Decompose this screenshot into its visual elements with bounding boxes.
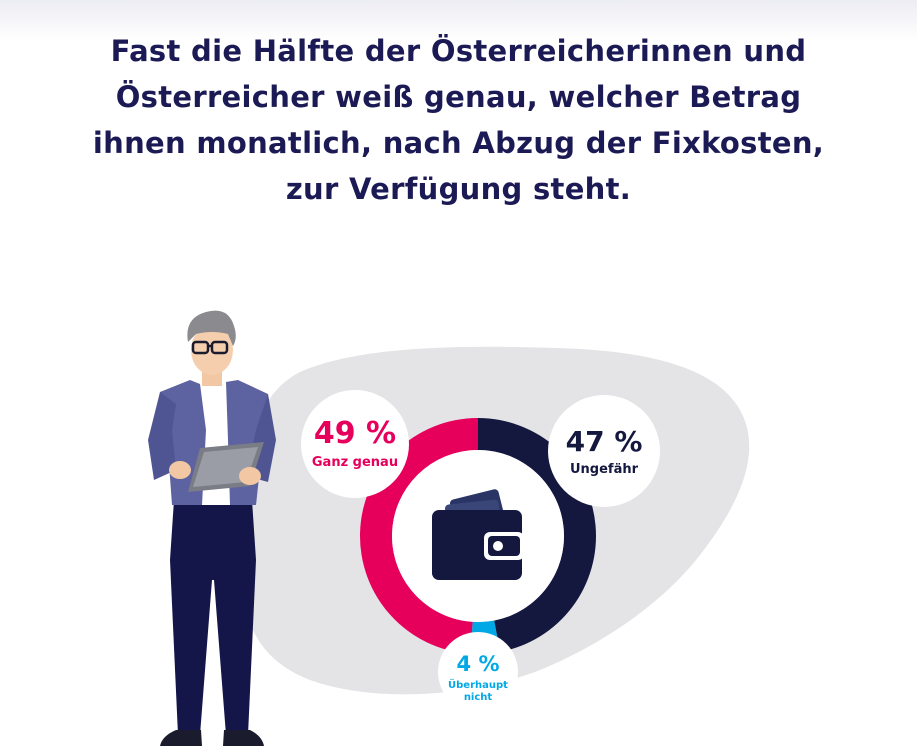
- label-ueberhaupt-nicht-line-2: nicht: [464, 692, 493, 703]
- label-ueberhaupt-nicht-line-1: Überhaupt: [448, 677, 508, 691]
- person-trousers: [170, 500, 256, 735]
- person-glasses: [191, 340, 229, 355]
- headline-line-3: ihnen monatlich, nach Abzug der Fixkoste…: [92, 126, 825, 160]
- label-ungefaehr: Ungefähr: [570, 462, 639, 477]
- value-ungefaehr: 47 %: [566, 425, 643, 458]
- person-shoe-left: [160, 730, 202, 746]
- person-hand-right: [239, 467, 261, 485]
- person-hand-left: [169, 461, 191, 479]
- bubble-ueberhaupt-nicht: [438, 632, 518, 712]
- person-shoe-right: [223, 730, 264, 746]
- headline-line-4: zur Verfügung steht.: [285, 172, 632, 206]
- slice-labels: 49 % Ganz genau 47 % Ungefähr 4 % Überha…: [301, 390, 660, 712]
- headline: Fast die Hälfte der Österreicherinnen un…: [0, 28, 917, 212]
- value-ueberhaupt-nicht: 4 %: [457, 652, 500, 676]
- person-with-tablet-illustration: [148, 310, 276, 746]
- person-hair: [187, 310, 236, 346]
- bubble-ganz-genau: [301, 390, 409, 498]
- headline-line-2: Österreicher weiß genau, welcher Betrag: [115, 80, 802, 114]
- label-ganz-genau: Ganz genau: [312, 455, 398, 470]
- wallet-icon: [432, 489, 524, 580]
- headline-line-1: Fast die Hälfte der Österreicherinnen un…: [110, 34, 807, 68]
- bubble-ungefaehr: [548, 395, 660, 507]
- person-arm-left: [148, 392, 176, 480]
- value-ganz-genau: 49 %: [314, 416, 396, 451]
